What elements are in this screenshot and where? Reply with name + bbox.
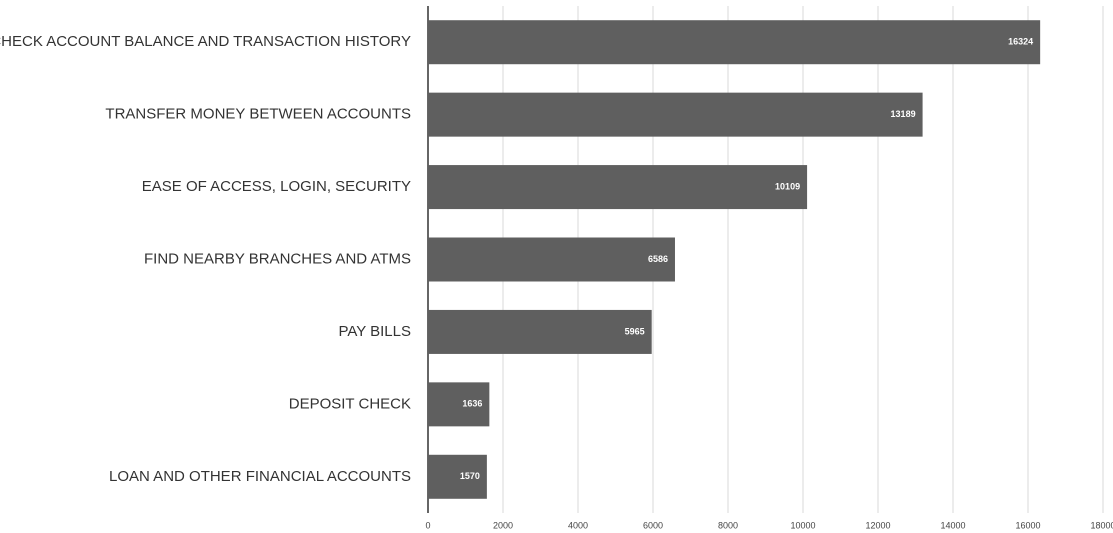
x-tick-label: 10000 (790, 520, 815, 530)
x-tick-label: 6000 (643, 520, 663, 530)
value-label: 1570 (460, 471, 480, 481)
x-tick-label: 0 (425, 520, 430, 530)
bar (428, 92, 923, 137)
x-tick-label: 12000 (865, 520, 890, 530)
value-label: 6586 (648, 254, 668, 264)
y-tick-label: PAY BILLS (338, 323, 411, 340)
value-label: 13189 (891, 109, 916, 119)
y-tick-label: FIND NEARBY BRANCHES AND ATMS (144, 250, 411, 267)
bar (428, 454, 487, 499)
y-tick-label: EASE OF ACCESS, LOGIN, SECURITY (142, 178, 411, 195)
value-label: 10109 (775, 181, 800, 191)
x-tick-label: 4000 (568, 520, 588, 530)
x-tick-label: 2000 (493, 520, 513, 530)
value-label: 16324 (1008, 37, 1033, 47)
value-label: 1636 (462, 399, 482, 409)
x-tick-label: 18000 (1090, 520, 1113, 530)
bar (428, 165, 808, 210)
bar (428, 20, 1041, 65)
x-tick-label: 16000 (1015, 520, 1040, 530)
x-tick-label: 8000 (718, 520, 738, 530)
y-tick-label: CHECK ACCOUNT BALANCE AND TRANSACTION HI… (0, 33, 411, 50)
y-tick-label: TRANSFER MONEY BETWEEN ACCOUNTS (105, 106, 411, 123)
value-label: 5965 (625, 326, 645, 336)
y-tick-label: DEPOSIT CHECK (289, 395, 411, 412)
bar (428, 237, 675, 282)
y-tick-label: LOAN AND OTHER FINANCIAL ACCOUNTS (109, 468, 411, 485)
bar (428, 309, 652, 354)
x-tick-label: 14000 (940, 520, 965, 530)
bar (428, 382, 490, 427)
